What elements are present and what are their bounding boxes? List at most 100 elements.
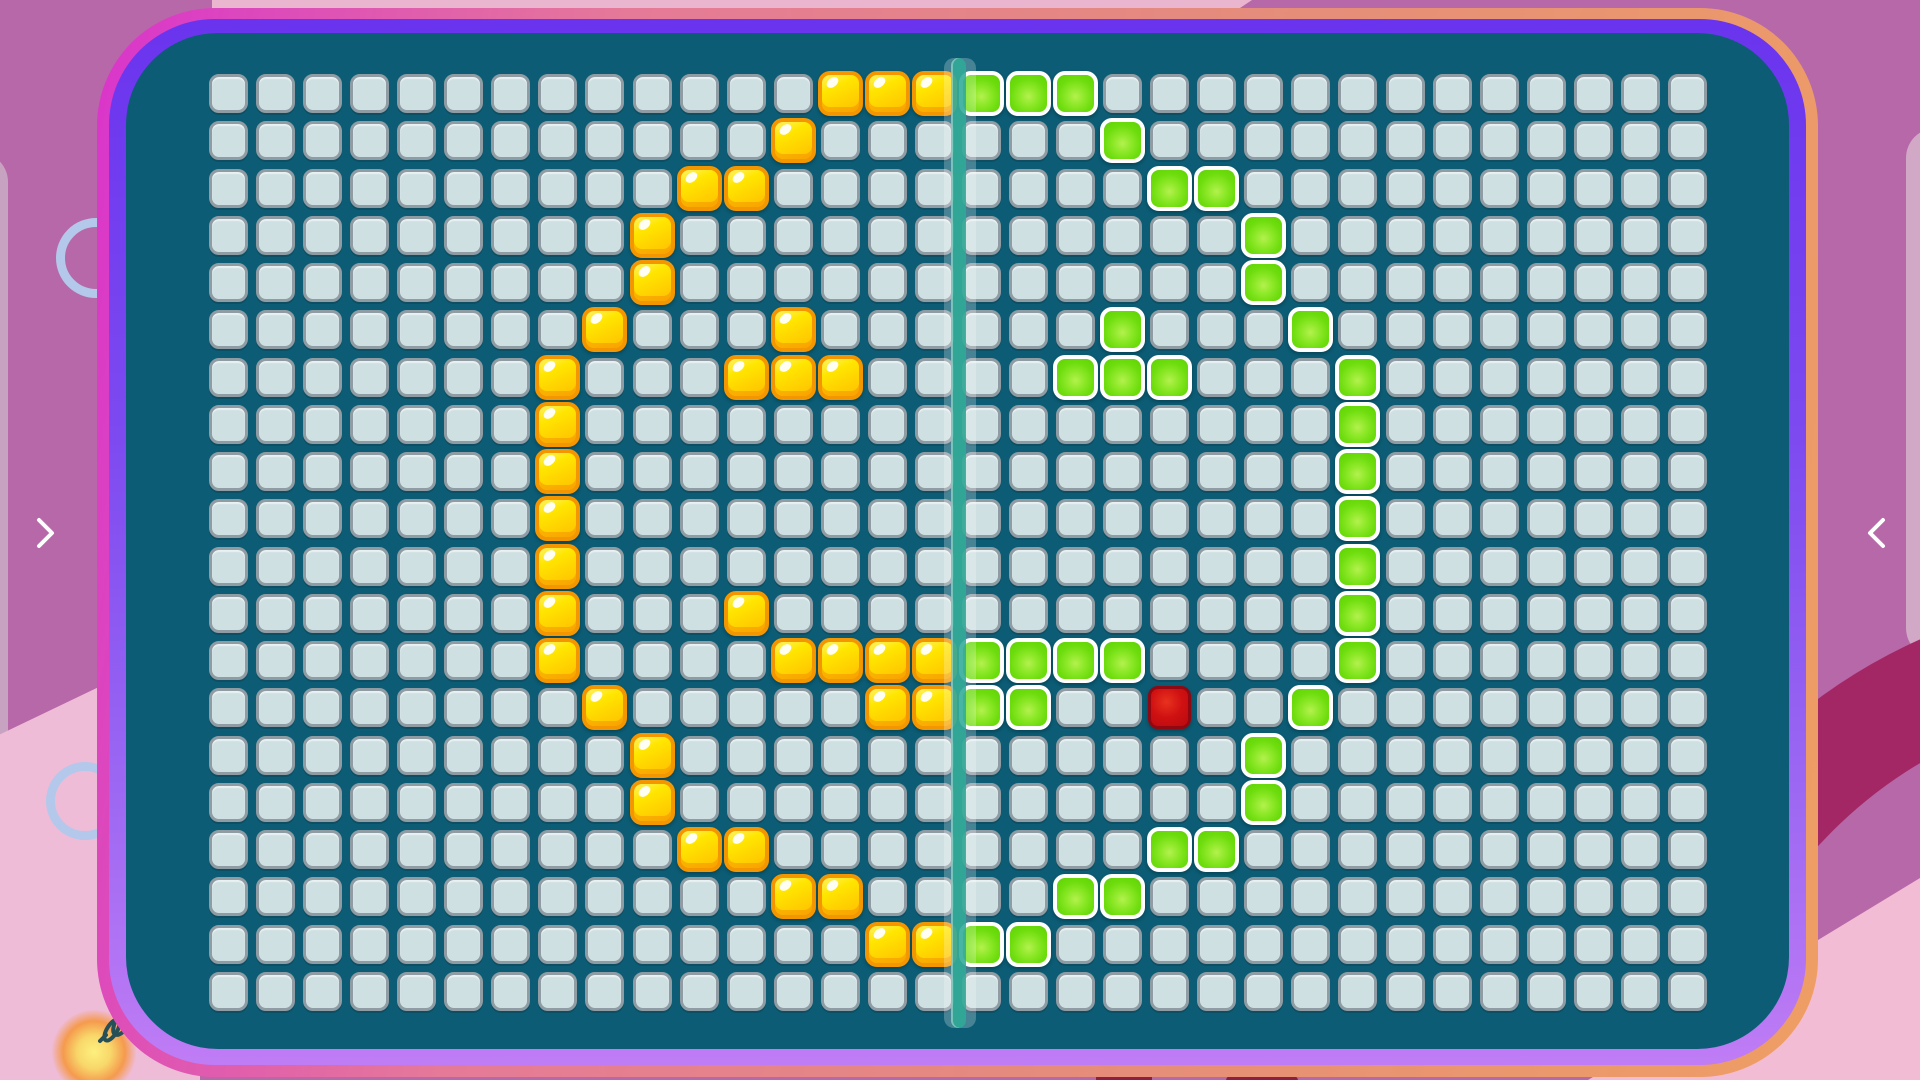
next-board-arrow[interactable] xyxy=(1866,517,1886,549)
green-player-block[interactable] xyxy=(958,71,1004,116)
grid-cell[interactable] xyxy=(1103,263,1143,303)
grid-cell[interactable] xyxy=(1291,877,1331,917)
grid-cell[interactable] xyxy=(1244,499,1284,539)
grid-cell[interactable] xyxy=(1667,357,1707,397)
grid-cell[interactable] xyxy=(1573,641,1613,681)
grid-cell[interactable] xyxy=(1103,735,1143,775)
grid-cell[interactable] xyxy=(1620,877,1660,917)
grid-cell[interactable] xyxy=(1338,215,1378,255)
grid-cell[interactable] xyxy=(1197,735,1237,775)
grid-cell[interactable] xyxy=(1197,310,1237,350)
grid-cell[interactable] xyxy=(1573,830,1613,870)
grid-cell[interactable] xyxy=(1056,593,1096,633)
grid-cell[interactable] xyxy=(1620,735,1660,775)
grid-cell[interactable] xyxy=(1056,215,1096,255)
grid-cell[interactable] xyxy=(1385,452,1425,492)
grid-cell[interactable] xyxy=(1573,593,1613,633)
grid-cell[interactable] xyxy=(1197,121,1237,161)
grid-cell[interactable] xyxy=(1573,877,1613,917)
grid-cell[interactable] xyxy=(1667,452,1707,492)
grid-cell[interactable] xyxy=(1432,593,1472,633)
grid-cell[interactable] xyxy=(1244,121,1284,161)
grid-cell[interactable] xyxy=(1103,782,1143,822)
grid-cell[interactable] xyxy=(1479,310,1519,350)
grid-cell[interactable] xyxy=(1432,74,1472,113)
grid-cell[interactable] xyxy=(1526,168,1566,208)
grid-cell[interactable] xyxy=(1103,688,1143,728)
grid-cell[interactable] xyxy=(1197,215,1237,255)
grid-cell[interactable] xyxy=(961,404,1001,444)
grid-cell[interactable] xyxy=(1056,546,1096,586)
grid-cell[interactable] xyxy=(1103,452,1143,492)
grid-cell[interactable] xyxy=(1197,688,1237,728)
grid-cell[interactable] xyxy=(1573,215,1613,255)
grid-cell[interactable] xyxy=(1620,357,1660,397)
grid-cell[interactable] xyxy=(1479,263,1519,303)
grid-cell[interactable] xyxy=(1526,357,1566,397)
grid-cell[interactable] xyxy=(1150,782,1190,822)
grid-cell[interactable] xyxy=(1056,499,1096,539)
grid-cell[interactable] xyxy=(1244,593,1284,633)
grid-cell[interactable] xyxy=(1573,499,1613,539)
grid-cell[interactable] xyxy=(1385,688,1425,728)
green-player-block[interactable] xyxy=(1335,638,1381,684)
grid-cell[interactable] xyxy=(1667,168,1707,208)
grid-cell[interactable] xyxy=(1009,121,1049,161)
grid-cell[interactable] xyxy=(1526,830,1566,870)
grid-cell[interactable] xyxy=(1291,215,1331,255)
grid-cell[interactable] xyxy=(1385,971,1425,1011)
grid-cell[interactable] xyxy=(1009,877,1049,917)
grid-cell[interactable] xyxy=(1103,404,1143,444)
grid-cell[interactable] xyxy=(1056,404,1096,444)
grid-cell[interactable] xyxy=(1009,310,1049,350)
grid-cell[interactable] xyxy=(1150,263,1190,303)
grid-cell[interactable] xyxy=(1667,688,1707,728)
grid-cell[interactable] xyxy=(1103,593,1143,633)
grid-cell[interactable] xyxy=(1432,121,1472,161)
green-player-block[interactable] xyxy=(1100,307,1146,353)
grid-cell[interactable] xyxy=(1150,215,1190,255)
grid-cell[interactable] xyxy=(1009,735,1049,775)
grid-cell[interactable] xyxy=(1479,74,1519,113)
grid-cell[interactable] xyxy=(1244,641,1284,681)
grid-cell[interactable] xyxy=(1056,735,1096,775)
grid-cell[interactable] xyxy=(1197,404,1237,444)
grid-cell[interactable] xyxy=(1244,310,1284,350)
green-player-block[interactable] xyxy=(1335,590,1381,636)
grid-cell[interactable] xyxy=(1667,735,1707,775)
green-player-block[interactable] xyxy=(1241,732,1287,778)
grid-cell[interactable] xyxy=(1150,74,1190,113)
grid-cell[interactable] xyxy=(1479,782,1519,822)
green-player-block[interactable] xyxy=(1194,827,1240,873)
grid-cell[interactable] xyxy=(1291,121,1331,161)
grid-cell[interactable] xyxy=(1009,830,1049,870)
grid-cell[interactable] xyxy=(1573,688,1613,728)
grid-cell[interactable] xyxy=(1385,593,1425,633)
green-player-block[interactable] xyxy=(1053,354,1099,400)
grid-cell[interactable] xyxy=(1526,877,1566,917)
grid-cell[interactable] xyxy=(1150,735,1190,775)
grid-cell[interactable] xyxy=(1244,168,1284,208)
green-player-block[interactable] xyxy=(1100,638,1146,684)
grid-cell[interactable] xyxy=(1009,782,1049,822)
green-player-block[interactable] xyxy=(1241,779,1287,825)
grid-cell[interactable] xyxy=(1197,263,1237,303)
grid-cell[interactable] xyxy=(1197,499,1237,539)
grid-cell[interactable] xyxy=(1291,499,1331,539)
grid-cell[interactable] xyxy=(1479,688,1519,728)
grid-cell[interactable] xyxy=(1526,404,1566,444)
grid-cell[interactable] xyxy=(1291,404,1331,444)
grid-cell[interactable] xyxy=(1526,782,1566,822)
grid-cell[interactable] xyxy=(1479,735,1519,775)
grid-cell[interactable] xyxy=(961,593,1001,633)
grid-cell[interactable] xyxy=(1150,452,1190,492)
grid-cell[interactable] xyxy=(1526,641,1566,681)
green-player-block[interactable] xyxy=(1006,685,1052,731)
green-player-block[interactable] xyxy=(958,921,1004,967)
grid-cell[interactable] xyxy=(1667,74,1707,113)
grid-cell[interactable] xyxy=(1197,546,1237,586)
grid-cell[interactable] xyxy=(1150,924,1190,964)
grid-cell[interactable] xyxy=(1573,168,1613,208)
grid-cell[interactable] xyxy=(1338,924,1378,964)
green-player-block[interactable] xyxy=(1053,874,1099,920)
